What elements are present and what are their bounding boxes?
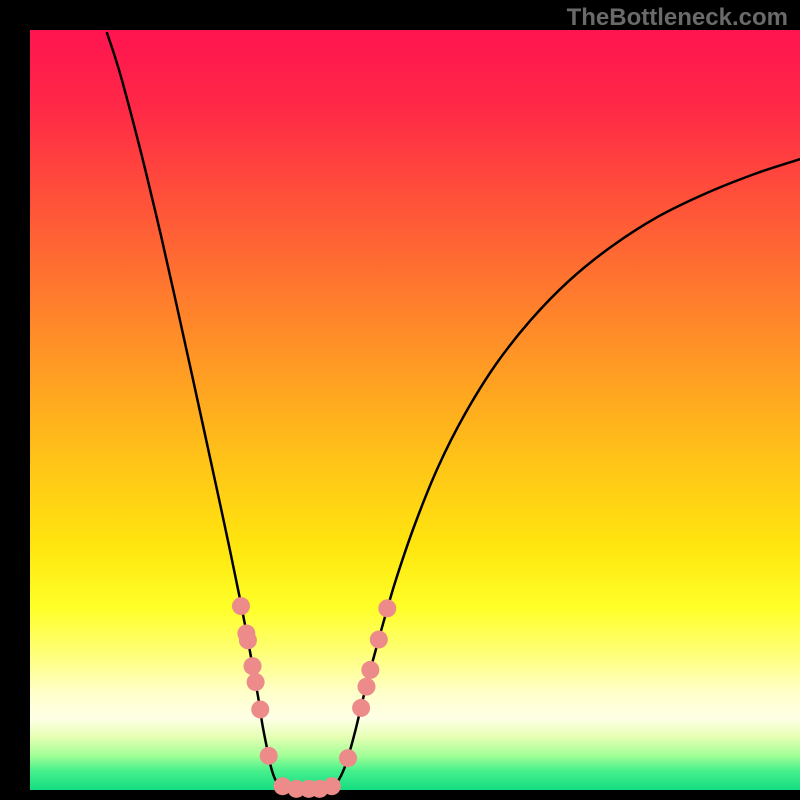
data-marker (251, 700, 269, 718)
bottleneck-chart (0, 0, 800, 800)
plot-background (30, 30, 800, 790)
data-marker (357, 678, 375, 696)
data-marker (370, 631, 388, 649)
data-marker (323, 777, 341, 795)
data-marker (352, 699, 370, 717)
chart-container: TheBottleneck.com (0, 0, 800, 800)
data-marker (239, 631, 257, 649)
data-marker (232, 597, 250, 615)
data-marker (244, 657, 262, 675)
data-marker (247, 673, 265, 691)
data-marker (378, 599, 396, 617)
data-marker (339, 749, 357, 767)
data-marker (260, 747, 278, 765)
data-marker (361, 661, 379, 679)
